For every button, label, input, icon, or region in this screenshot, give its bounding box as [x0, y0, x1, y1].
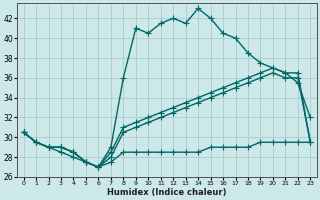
X-axis label: Humidex (Indice chaleur): Humidex (Indice chaleur) [107, 188, 227, 197]
